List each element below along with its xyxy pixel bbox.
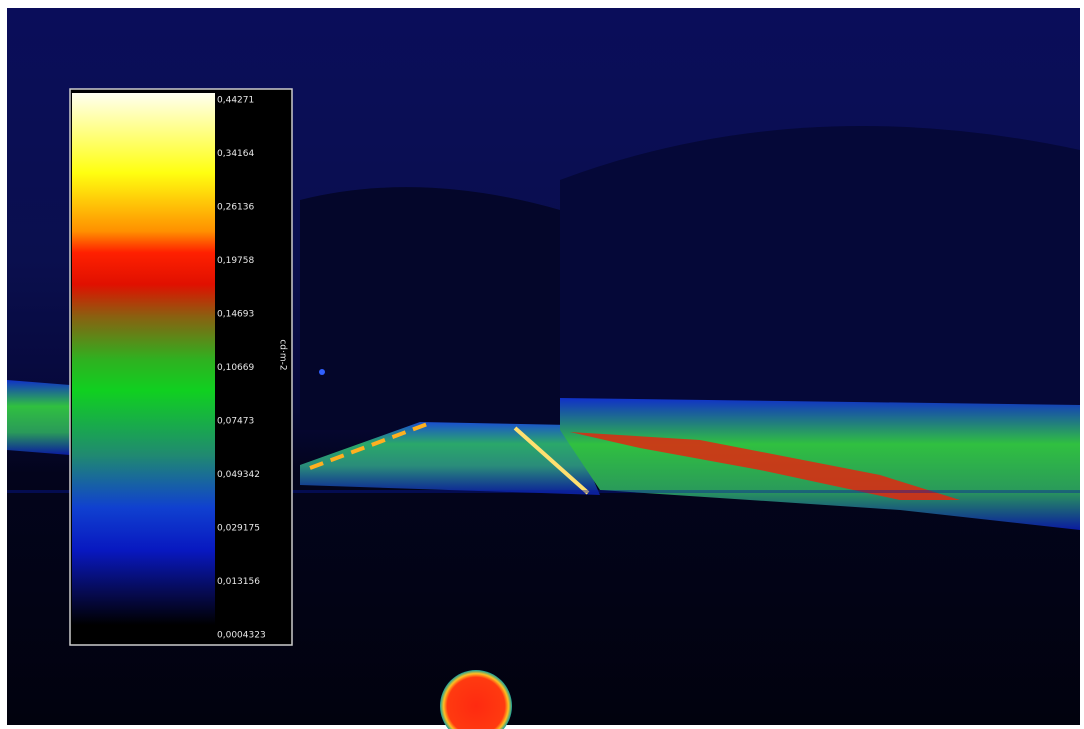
legend-label: 0,26136 [217,203,254,213]
legend-label: 0,07473 [217,417,254,427]
legend-label: 0,0004323 [217,631,266,641]
tree-silhouette [300,187,560,430]
legend-label: 0,029175 [217,524,260,534]
color-scale-legend: cd·m-2 0,44271 0,34164 0,26136 0,19758 0,146… [70,89,292,645]
legend-label: 0,013156 [217,577,260,587]
legend-label: 0,44271 [217,96,254,106]
left-verge [7,380,70,455]
luminance-image: cd·m-2 0,44271 0,34164 0,26136 0,19758 0,146… [0,0,1084,729]
light-point [319,369,325,375]
legend-label: 0,34164 [217,149,254,159]
legend-unit: cd·m-2 [278,339,288,370]
legend-label: 0,049342 [217,470,260,480]
legend-label: 0,14693 [217,310,254,320]
color-scale-bar [72,93,215,625]
tree-silhouette [560,126,1080,430]
legend-label: 0,19758 [217,256,254,266]
legend-label: 0,10669 [217,363,254,373]
